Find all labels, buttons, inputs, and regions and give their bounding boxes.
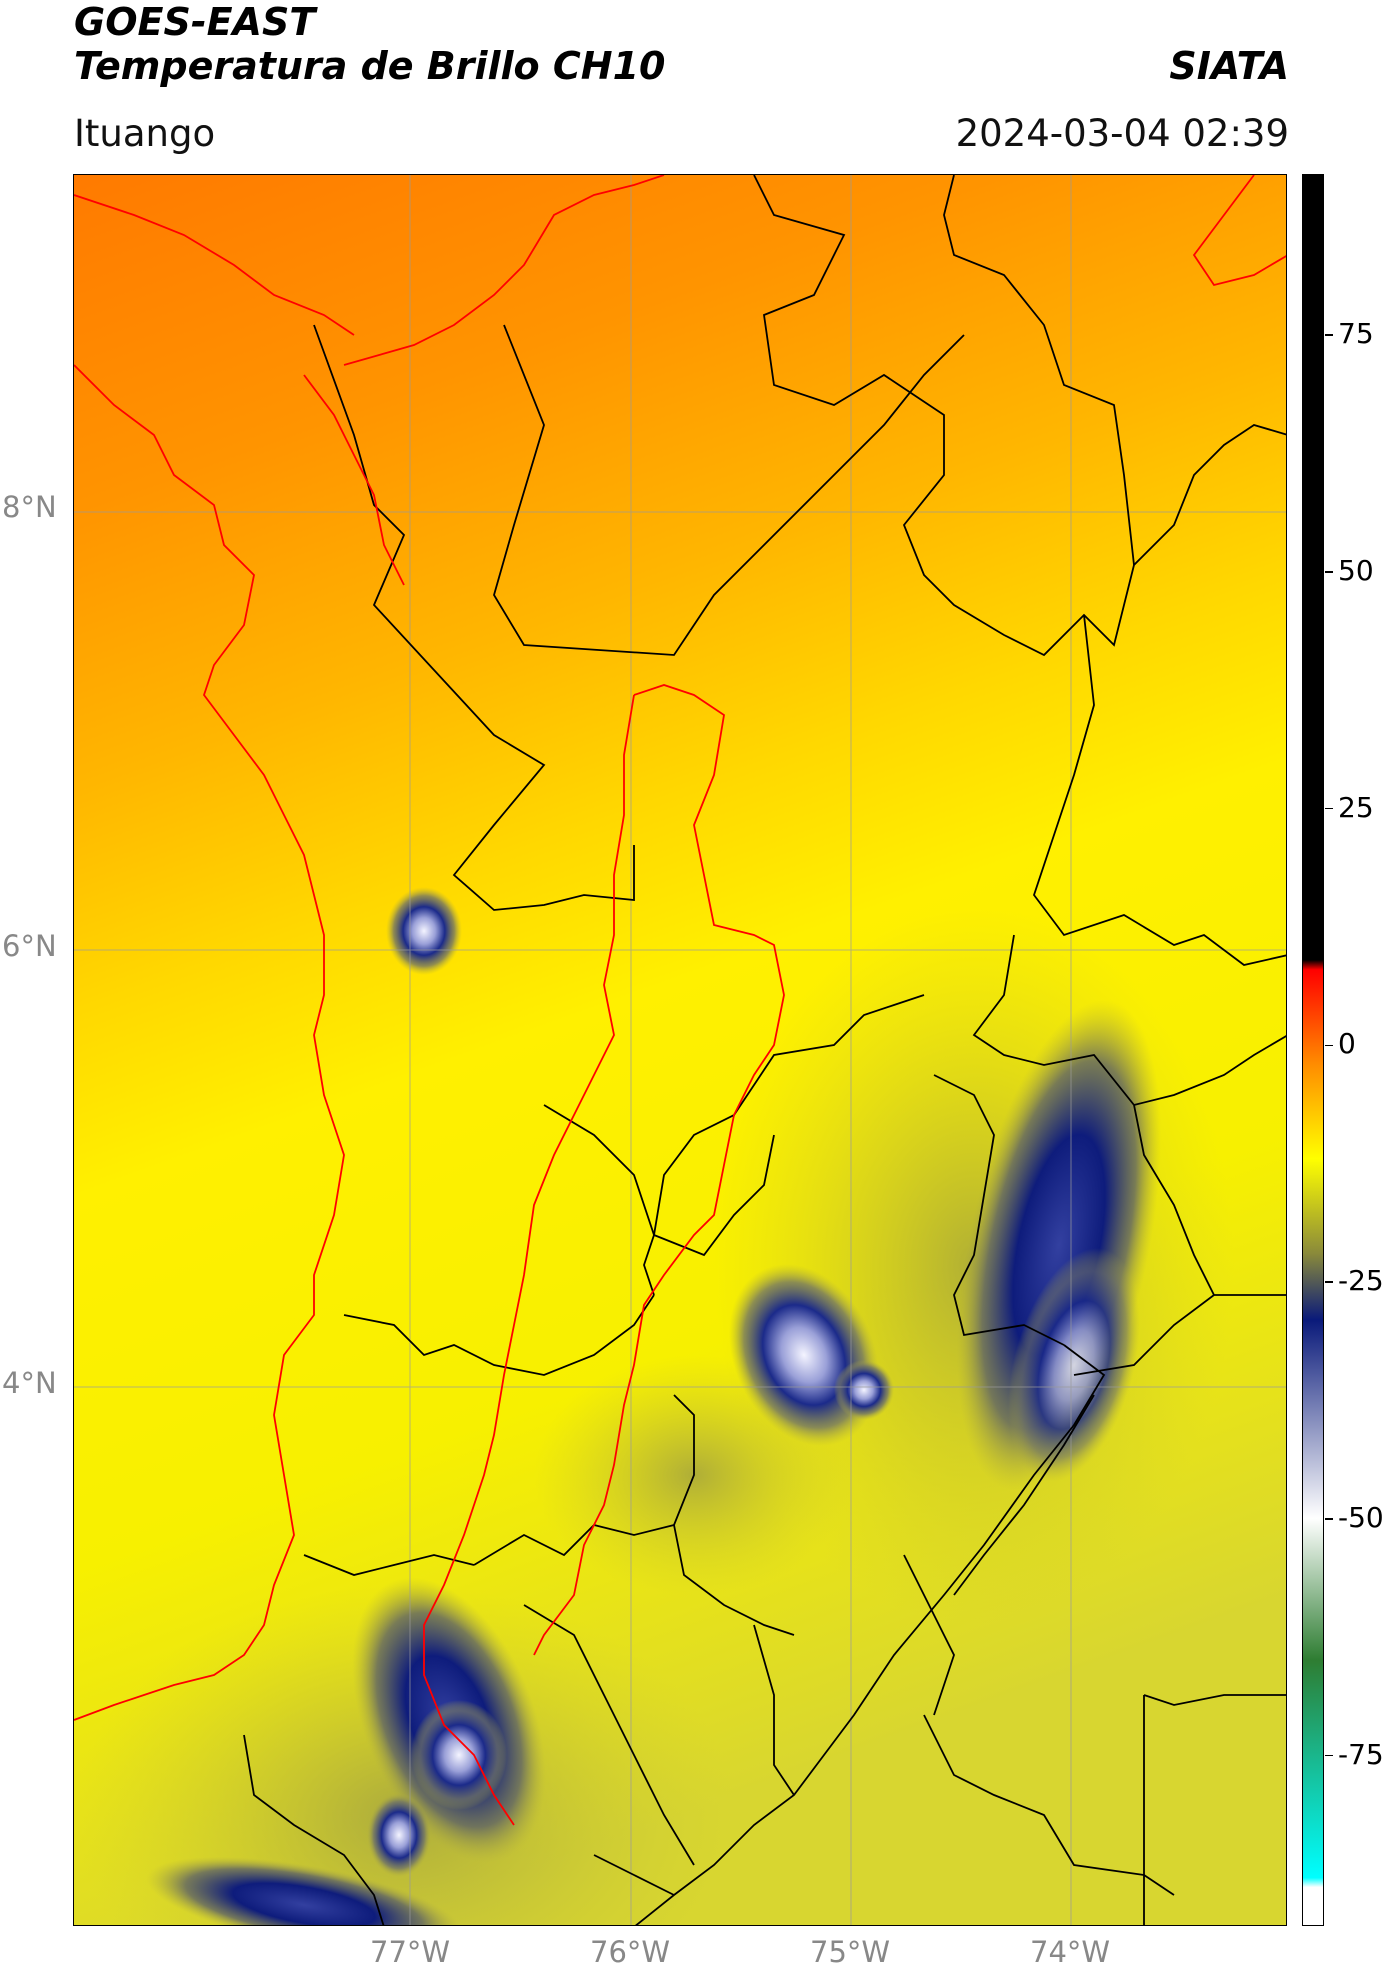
graticule — [74, 175, 1286, 1925]
lon-label-75w: 75°W — [810, 1935, 891, 1969]
lat-label-4n: 4°N — [2, 1366, 57, 1400]
title-line-2: Temperatura de Brillo CH10 — [74, 44, 666, 88]
convective-cells — [146, 887, 1162, 1925]
storm-cell-bottom — [146, 1856, 462, 1925]
lon-label-76w: 76°W — [590, 1935, 671, 1969]
storm-cell-south — [367, 1793, 431, 1877]
location-subtitle: Ituango — [74, 112, 216, 155]
brand-label: SIATA — [1169, 44, 1289, 88]
storm-cell-east-core — [1008, 1248, 1140, 1482]
colorbar-tick-label: 75 — [1338, 316, 1374, 350]
lon-label-74w: 74°W — [1030, 1935, 1111, 1969]
temperature-colorbar — [1302, 174, 1324, 1926]
colorbar-tick — [1325, 571, 1333, 573]
municipal-borders — [243, 175, 1286, 1925]
brightness-temperature-map[interactable] — [73, 174, 1287, 1926]
timestamp: 2024-03-04 02:39 — [955, 112, 1289, 155]
lon-label-77w: 77°W — [370, 1935, 451, 1969]
colorbar-tick — [1325, 1044, 1333, 1046]
storm-cell-southwest-core — [411, 1700, 507, 1810]
colorbar-tick — [1325, 1518, 1333, 1520]
colorbar-tick — [1325, 1754, 1333, 1757]
colorbar-tick-label: -50 — [1338, 1500, 1384, 1534]
colorbar-tick-label: -25 — [1338, 1264, 1384, 1298]
colorbar-tick — [1325, 334, 1333, 336]
colorbar-tick — [1325, 1281, 1333, 1283]
title-line-1: GOES-EAST — [74, 0, 316, 44]
lat-label-8n: 8°N — [2, 490, 57, 524]
lat-label-6n: 6°N — [2, 929, 57, 963]
map-canvas — [74, 175, 1286, 1925]
colorbar-tick — [1325, 807, 1333, 810]
colorbar-tick-label: 0 — [1338, 1027, 1356, 1061]
coast-and-department-borders — [74, 175, 1286, 1826]
storm-cell-central-core — [834, 1360, 894, 1420]
storm-cell-west — [386, 887, 462, 975]
colorbar-tick-label: 25 — [1338, 790, 1374, 824]
colorbar-tick-label: 50 — [1338, 553, 1374, 587]
colorbar-tick-label: -75 — [1338, 1737, 1384, 1771]
